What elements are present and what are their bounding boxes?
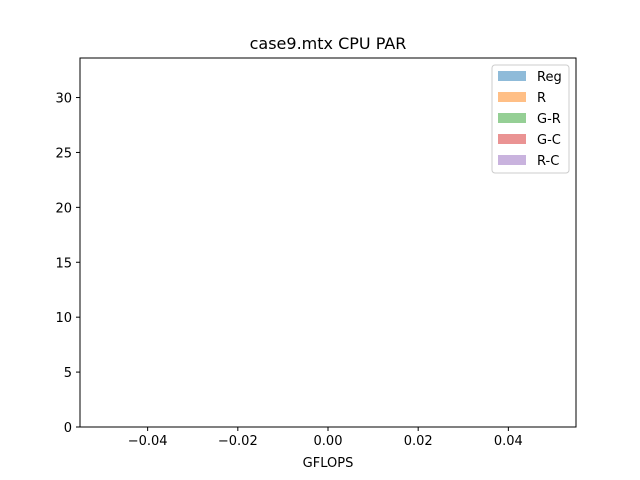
legend-label: G-C (537, 133, 561, 148)
legend-swatch (498, 113, 526, 123)
y-tick-label: 0 (64, 421, 72, 436)
x-axis: −0.04 −0.02 0.00 0.02 0.04 (128, 427, 523, 449)
legend-label: Reg (537, 70, 562, 85)
legend-swatch (498, 134, 526, 144)
legend: Reg R G-R G-C R-C (491, 64, 570, 174)
y-tick-label: 20 (55, 201, 72, 216)
legend-label: R (537, 91, 546, 106)
y-axis: 0 5 10 15 20 25 30 (55, 92, 80, 436)
legend-swatch (498, 71, 526, 81)
x-axis-label: GFLOPS (303, 456, 354, 471)
chart-title: case9.mtx CPU PAR (250, 34, 407, 53)
y-tick-label: 15 (55, 256, 72, 271)
x-tick-label: 0.00 (314, 434, 343, 449)
legend-label: G-R (537, 112, 561, 127)
y-tick-label: 10 (55, 311, 72, 326)
x-tick-label: 0.02 (404, 434, 433, 449)
x-tick-label: −0.04 (128, 434, 168, 449)
x-tick-label: −0.02 (218, 434, 258, 449)
y-tick-label: 30 (55, 92, 72, 107)
legend-label: R-C (537, 154, 559, 169)
legend-swatch (498, 92, 526, 102)
x-tick-label: 0.04 (494, 434, 523, 449)
legend-swatch (498, 155, 526, 165)
y-tick-label: 5 (64, 366, 72, 381)
y-tick-label: 25 (55, 146, 72, 161)
